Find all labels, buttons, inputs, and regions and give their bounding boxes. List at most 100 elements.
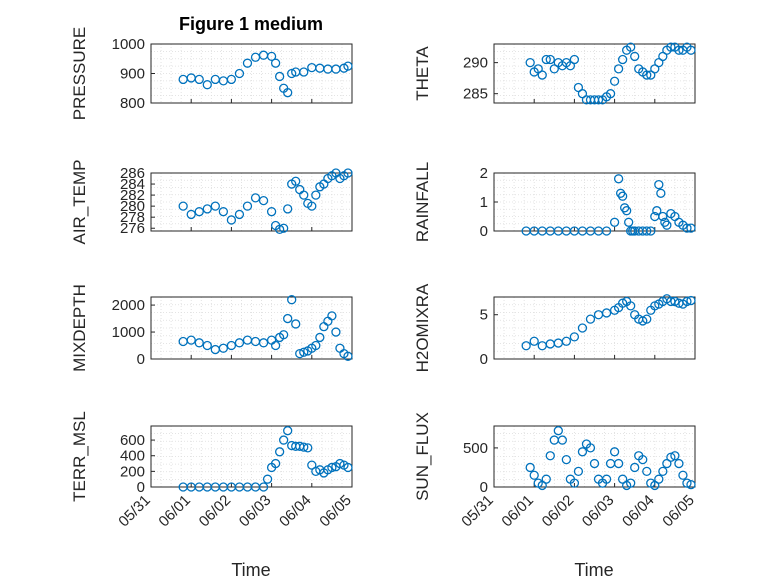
data-point [660,217,670,227]
data-point [299,347,309,357]
data-point [274,71,285,82]
y-tick-label: 1 [480,194,488,211]
x-tick-label: 05/31 [115,492,154,531]
data-point [234,209,245,220]
figure-title: Figure 1 medium [179,14,323,34]
axes-box [493,43,696,104]
data-point [291,319,301,329]
data-point [601,226,612,236]
data-point [541,54,551,65]
x-tick-label: 06/03 [579,492,618,531]
data-point [242,335,253,345]
y-tick-label: 400 [120,448,145,465]
data-point [537,70,547,80]
data-point [617,191,628,201]
data-point [299,190,309,200]
y-axis-label: H2OMIXRA [413,283,432,372]
y-axis-label: PRESSURE [70,27,89,121]
data-point [662,220,672,230]
panel-pressure: 800 900 1000 PRESSURE [70,27,353,121]
data-point [525,462,535,473]
data-point [613,174,624,184]
data-point [258,50,269,60]
data-point [626,478,636,488]
data-point [529,336,539,346]
data-point [678,470,688,480]
data-point [624,217,634,227]
y-tick-label: 800 [120,95,145,112]
panel-mixdepth: 0 1000 2000 MIXDEPTH [70,284,353,372]
data-point [589,458,600,469]
data-point [682,478,692,488]
data-point [178,201,188,211]
data-point [666,452,676,462]
data-point [270,340,281,351]
data-point [327,462,337,473]
data-point [626,301,636,311]
y-axis-label: TERR_MSL [70,411,89,502]
data-point [283,204,293,214]
data-point [202,204,212,214]
data-point [335,458,345,469]
data-point [609,217,620,227]
y-tick-label: 1000 [112,324,145,341]
data-point [335,343,345,353]
data-point [642,466,652,477]
data-point [194,338,204,348]
data-point [525,57,535,68]
data-point [557,435,567,445]
panel-sun-flux: 0 500 SUN_FLUX 05/31 06/01 06/02 06/03 06/04 06/… [413,412,698,530]
y-axis-label: SUN_FLUX [413,412,432,501]
data-point [218,343,229,353]
y-tick-label: 284 [120,176,145,193]
data-point [327,311,337,321]
data-point [605,89,616,99]
data-point [666,42,676,52]
data-point [242,201,253,211]
y-tick-label: 500 [463,440,488,457]
data-point [585,314,596,324]
x-tick-label: 06/04 [619,492,658,531]
data-point [234,68,245,79]
data-point [569,332,580,342]
data-point [186,335,196,345]
data-point [670,451,680,461]
axes-box [150,296,353,360]
data-point [299,442,309,452]
data-point [270,58,281,68]
panel-theta: 285 290 THETA [413,42,696,105]
data-point [642,226,652,236]
data-point [295,184,305,195]
data-point [226,340,237,351]
data-point [307,201,317,211]
data-point [593,95,604,105]
data-point [266,51,277,62]
data-point [541,474,551,484]
data-point [234,338,245,348]
data-point [642,314,652,324]
data-point [279,330,289,340]
data-point [250,193,261,203]
x-tick-label: 06/01 [498,492,537,531]
data-point [250,52,261,62]
data-point [311,340,321,351]
y-tick-label: 0 [137,479,145,496]
data-point [242,58,253,68]
y-tick-label: 0 [137,351,145,368]
data-point [194,74,204,85]
data-point [178,336,188,347]
x-axis-label-right: Time [574,560,613,580]
data-point [577,447,588,457]
x-tick-label: 06/04 [276,492,315,531]
data-point [686,295,696,306]
axes-box [493,425,696,488]
data-point [303,443,313,453]
data-point [279,223,289,233]
data-point [652,206,662,216]
data-point [674,458,684,469]
y-tick-label: 282 [120,187,145,204]
data-point [283,88,293,98]
data-point [577,323,588,333]
